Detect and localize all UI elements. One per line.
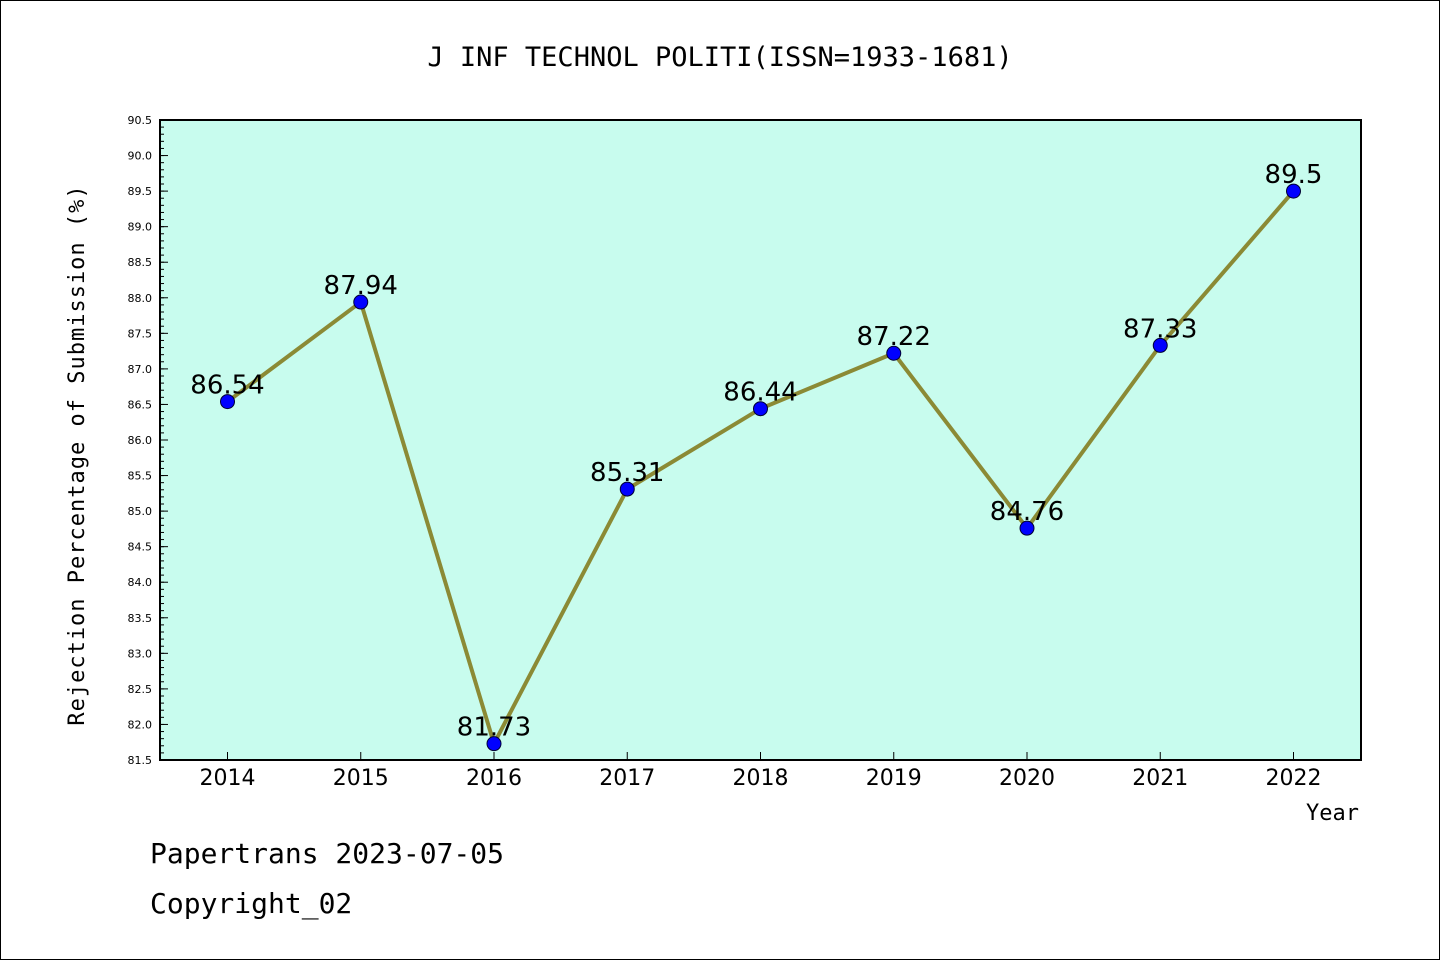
y-tick-label: 81.5: [128, 754, 153, 767]
y-tick-label: 90.0: [128, 150, 153, 163]
y-tick-label: 84.0: [128, 576, 153, 589]
y-tick-label: 88.0: [128, 292, 153, 305]
y-tick-label: 89.5: [128, 185, 153, 198]
y-tick-label: 83.5: [128, 612, 153, 625]
y-tick-label: 88.5: [128, 256, 153, 269]
footer-date: Papertrans 2023-07-05: [150, 837, 504, 870]
x-tick-label: 2016: [466, 766, 522, 791]
y-tick-label: 82.0: [128, 718, 153, 731]
plot-area: [159, 119, 1362, 761]
x-tick-label: 2022: [1266, 766, 1322, 791]
data-label: 86.44: [723, 378, 797, 408]
x-tick-label: 2021: [1132, 766, 1188, 791]
data-label: 89.5: [1265, 160, 1323, 190]
y-tick-label: 87.5: [128, 327, 153, 340]
y-tick-label: 86.5: [128, 398, 153, 411]
data-point: [753, 401, 768, 417]
series-line-group: [220, 183, 1301, 752]
axis-ticks: 81.5 82.0 82.5 83.0 83.5 84.0 84.5 85.0 85.5 86.0…: [128, 114, 1322, 791]
y-tick-label: 82.5: [128, 683, 153, 696]
y-tick-label: 86.0: [128, 434, 153, 447]
data-label: 87.33: [1123, 314, 1197, 344]
y-tick-label: 85.0: [128, 505, 153, 518]
footer-copyright: Copyright_02: [150, 887, 352, 921]
x-tick-label: 2014: [200, 766, 256, 791]
y-tick-label: 90.5: [128, 114, 153, 127]
data-point: [486, 736, 502, 752]
data-labels: 86.54 87.94 81.73 85.31 86.44 87.22 84.76 87.33…: [190, 160, 1322, 743]
y-tick-label: 87.0: [128, 363, 153, 376]
x-tick-label: 2017: [599, 766, 655, 791]
y-tick-label: 89.0: [128, 221, 153, 234]
x-tick-label: 2020: [999, 766, 1055, 791]
x-tick-label: 2019: [866, 766, 922, 791]
data-label: 86.54: [190, 371, 264, 401]
chart-title: J INF TECHNOL POLITI(ISSN=1933-1681): [427, 42, 1012, 73]
y-tick-label: 83.0: [128, 647, 153, 660]
data-label: 85.31: [590, 458, 664, 488]
data-point: [1019, 520, 1035, 536]
data-label: 87.22: [857, 322, 931, 352]
y-axis-label: Rejection Percentage of Submission (%): [65, 184, 90, 725]
data-point: [886, 345, 902, 361]
data-point: [1152, 337, 1168, 353]
x-tick-label: 2018: [733, 766, 789, 791]
x-tick-label: 2015: [333, 766, 389, 791]
data-label: 81.73: [457, 713, 531, 743]
data-label: 87.94: [324, 271, 398, 301]
y-tick-label: 84.5: [128, 541, 153, 554]
y-tick-label: 85.5: [128, 470, 153, 483]
data-point: [1286, 183, 1301, 199]
data-point: [220, 394, 235, 410]
x-axis-label: Year: [1306, 801, 1359, 826]
data-point: [619, 481, 635, 497]
data-label: 84.76: [990, 497, 1064, 527]
data-point: [353, 294, 369, 310]
